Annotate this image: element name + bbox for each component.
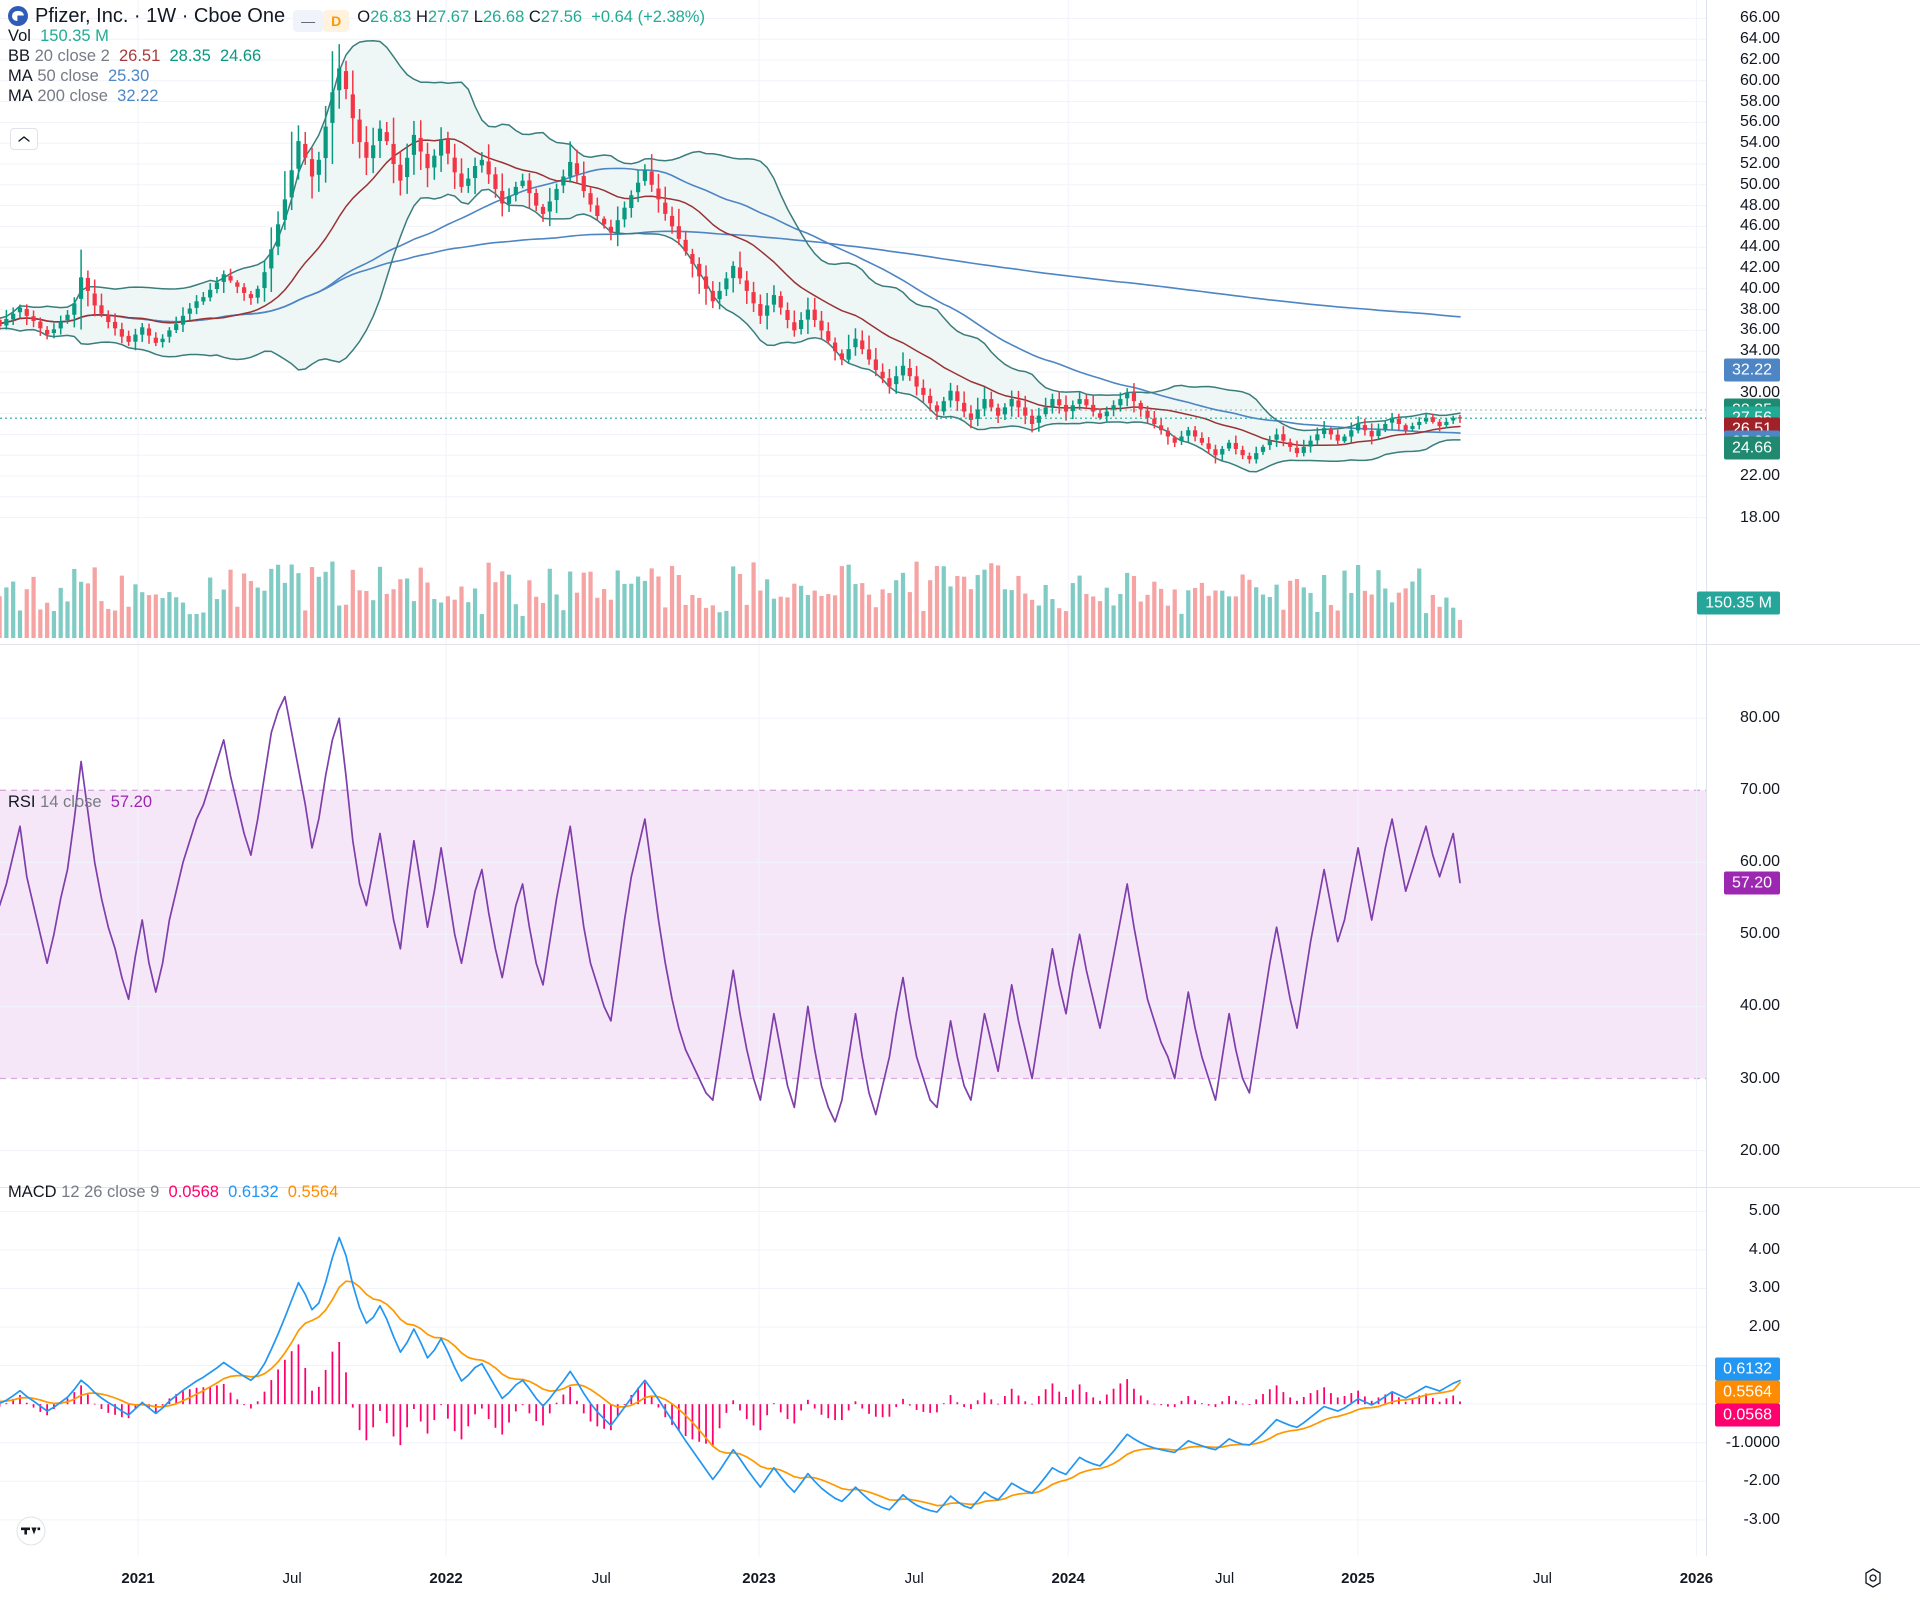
time-label-2025-8: 2025 xyxy=(1341,1570,1375,1587)
bb-lower-tag[interactable]: 24.66 xyxy=(1723,436,1780,460)
time-label-jul-9: Jul xyxy=(1532,1570,1552,1587)
time-label-2023-4: 2023 xyxy=(742,1570,776,1587)
volume-tag[interactable]: 150.35 M xyxy=(1697,591,1780,615)
ma200-price-tag[interactable]: 32.22 xyxy=(1723,358,1780,382)
time-label-jul-5: Jul xyxy=(904,1570,924,1587)
rsi-chart-svg xyxy=(0,645,1707,1187)
tradingview-logo-icon[interactable] xyxy=(14,1514,48,1548)
macd-pane[interactable]: 5.00 4.00 3.00 2.00 -1.0000 -2.00 -3.00 0.6132 0… xyxy=(0,1188,1920,1557)
pane-divider-2[interactable] xyxy=(0,1187,1920,1188)
price-tick-40-00: 40.00 xyxy=(1739,279,1780,297)
price-tick-38-00: 38.00 xyxy=(1739,300,1780,318)
rsi-tick-20-00: 20.00 xyxy=(1739,1141,1780,1159)
signal-line-tag[interactable]: 0.5564 xyxy=(1715,1380,1780,1404)
macd-tick-3neg00: 3.00 xyxy=(1748,1279,1780,1297)
macd-scale-divider xyxy=(1706,1188,1707,1557)
macd-tick-4neg00: 4.00 xyxy=(1748,1240,1780,1258)
time-label-2021-0: 2021 xyxy=(121,1570,155,1587)
price-tick-54-00: 54.00 xyxy=(1739,134,1780,152)
macd-tick-2neg00: 2.00 xyxy=(1748,1318,1780,1336)
price-chart-svg xyxy=(0,0,1707,644)
rsi-scale-divider xyxy=(1706,645,1707,1187)
price-scale-divider xyxy=(1706,0,1707,644)
macd-tick-5neg00: 5.00 xyxy=(1748,1202,1780,1220)
time-label-2026-10: 2026 xyxy=(1679,1570,1714,1587)
price-tick-22-00: 22.00 xyxy=(1739,467,1780,484)
price-pane[interactable]: 66.00 64.00 62.00 60.00 58.00 56.00 54.00 52.00… xyxy=(0,0,1920,644)
price-tick-44-00: 44.00 xyxy=(1739,238,1780,256)
price-tick-62-00: 62.00 xyxy=(1739,51,1780,68)
price-tick-48-00: 48.00 xyxy=(1739,196,1780,214)
rsi-tick-80-00: 80.00 xyxy=(1739,709,1780,727)
rsi-plot-area[interactable] xyxy=(0,645,1707,1187)
price-tick-58-00: 58.00 xyxy=(1739,92,1780,110)
macd-tick-neg1-0000: -1.0000 xyxy=(1725,1433,1780,1451)
rsi-tick-50-00: 50.00 xyxy=(1739,925,1780,943)
price-tick-60-00: 60.00 xyxy=(1739,71,1780,89)
rsi-pane[interactable]: 80.00 70.00 60.00 50.00 40.00 30.00 20.00 57.20 xyxy=(0,645,1920,1187)
macd-chart-svg xyxy=(0,1188,1707,1557)
price-tick-46-00: 46.00 xyxy=(1739,217,1780,235)
time-label-jul-7: Jul xyxy=(1215,1570,1235,1587)
price-plot-area[interactable] xyxy=(0,0,1707,644)
macd-tick-neg3-00: -3.00 xyxy=(1743,1510,1780,1528)
macd-line-tag[interactable]: 0.6132 xyxy=(1715,1357,1780,1381)
chevron-up-icon xyxy=(18,136,30,142)
macd-tick-neg2-00: -2.00 xyxy=(1743,1472,1780,1490)
rsi-tick-40-00: 40.00 xyxy=(1739,997,1780,1015)
histogram-tag[interactable]: 0.0568 xyxy=(1715,1403,1780,1427)
collapse-legend-button[interactable] xyxy=(10,128,38,150)
price-tick-36-00: 36.00 xyxy=(1739,321,1780,339)
rsi-value-tag[interactable]: 57.20 xyxy=(1723,871,1780,895)
price-tick-50-00: 50.00 xyxy=(1739,175,1780,193)
price-tick-34-00: 34.00 xyxy=(1739,342,1780,360)
price-tick-56-00: 56.00 xyxy=(1739,113,1780,131)
macd-scale[interactable]: 5.00 4.00 3.00 2.00 -1.0000 -2.00 -3.00 0.6132 0… xyxy=(1707,1188,1920,1557)
price-tick-18-00: 18.00 xyxy=(1739,508,1780,526)
price-tick-52-00: 52.00 xyxy=(1739,155,1780,172)
rsi-tick-60-00: 60.00 xyxy=(1739,853,1780,871)
macd-plot-area[interactable] xyxy=(0,1188,1707,1557)
time-label-jul-3: Jul xyxy=(591,1570,611,1587)
time-axis[interactable]: 2021 Jul 2022 Jul 2023 Jul 2024 Jul 2025 Jul 2026 xyxy=(0,1556,1920,1600)
rsi-scale[interactable]: 80.00 70.00 60.00 50.00 40.00 30.00 20.00 57.20 xyxy=(1707,645,1920,1187)
time-label-jul-1: Jul xyxy=(282,1570,302,1587)
rsi-tick-70-00: 70.00 xyxy=(1739,781,1780,799)
price-tick-30-00: 30.00 xyxy=(1739,383,1780,401)
time-label-2024-6: 2024 xyxy=(1051,1570,1085,1587)
price-tick-64-00: 64.00 xyxy=(1739,30,1780,48)
chart-settings-gear-icon[interactable] xyxy=(1861,1566,1885,1590)
price-scale[interactable]: 66.00 64.00 62.00 60.00 58.00 56.00 54.00 52.00… xyxy=(1697,0,1920,644)
rsi-tick-30-00: 30.00 xyxy=(1739,1069,1780,1087)
time-label-2022-2: 2022 xyxy=(429,1570,463,1587)
price-tick-42-00: 42.00 xyxy=(1739,259,1780,276)
price-tick-66-00: 66.00 xyxy=(1739,9,1780,27)
pane-divider-1[interactable] xyxy=(0,644,1920,645)
